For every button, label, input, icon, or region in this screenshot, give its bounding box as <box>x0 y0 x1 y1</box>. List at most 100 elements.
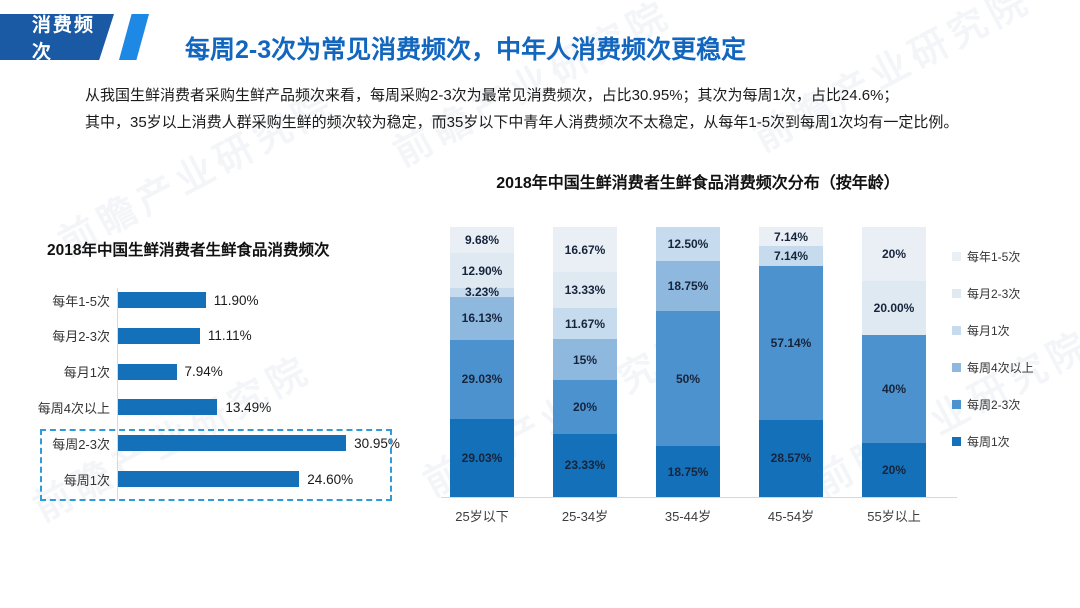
stack-segment: 18.75% <box>656 446 720 497</box>
segment-value-label: 9.68% <box>464 233 500 248</box>
legend-item: 每周1次 <box>952 435 1034 449</box>
segment-value-label: 57.14% <box>770 335 812 350</box>
segment-value-label: 3.23% <box>464 285 500 300</box>
hbar-value-label: 13.49% <box>225 399 272 415</box>
hbar-row: 每月2-3次 11.11% <box>0 327 252 344</box>
stack-column: 7.14% 7.14% 57.14% 28.57% <box>759 227 823 497</box>
segment-value-label: 20% <box>881 247 907 261</box>
watermark-text: 前瞻产业研究院 <box>747 0 1039 161</box>
segment-value-label: 7.14% <box>773 248 809 263</box>
legend-item: 每年1-5次 <box>952 250 1034 264</box>
segment-value-label: 16.13% <box>461 311 503 326</box>
hbar-value-label: 30.95% <box>354 435 400 451</box>
segment-value-label: 7.14% <box>773 229 809 244</box>
hbar-category-label: 每年1-5次 <box>52 293 110 309</box>
intro-paragraph: 从我国生鲜消费者采购生鲜产品频次来看，每周采购2-3次为最常见消费频次，占比30… <box>85 82 1060 136</box>
hbar-row: 每周2-3次 30.95% <box>0 435 400 452</box>
legend-swatch <box>952 252 961 261</box>
x-axis-label: 25-34岁 <box>561 509 609 524</box>
stack-segment: 16.13% <box>450 296 514 341</box>
hbar-bar <box>118 363 177 380</box>
segment-value-label: 15% <box>572 352 598 367</box>
stack-segment: 12.50% <box>656 227 720 261</box>
legend-label: 每年1-5次 <box>967 250 1021 264</box>
legend-label: 每月1次 <box>967 324 1010 338</box>
segment-value-label: 29.03% <box>461 372 503 387</box>
stack-column: 20% 20.00% 40% 20% <box>862 227 926 497</box>
hbar-category-label: 每周1次 <box>63 472 110 488</box>
legend-swatch <box>952 437 961 446</box>
segment-value-label: 28.57% <box>770 451 812 466</box>
stack-segment: 29.03% <box>450 340 514 419</box>
highlight-dashed-box <box>40 429 392 501</box>
hbar-value-label: 11.90% <box>213 292 259 308</box>
hbar-category-label: 每月1次 <box>63 365 110 381</box>
stack-column: 12.50% 18.75% 50% 18.75% <box>656 227 720 497</box>
stack-segment: 28.57% <box>759 419 823 497</box>
legend-swatch <box>952 363 961 372</box>
legend-item: 每周2-3次 <box>952 398 1034 412</box>
hbar-category-label: 每周4次以上 <box>37 400 110 416</box>
legend-item: 每月2-3次 <box>952 287 1034 301</box>
hbar-bar <box>118 435 347 452</box>
bar-chart-title: 2018年中国生鲜消费者生鲜食品消费频次 <box>47 242 330 259</box>
segment-value-label: 16.67% <box>564 242 606 257</box>
x-axis-label: 25岁以下 <box>455 509 509 524</box>
legend-item: 每周4次以上 <box>952 361 1034 375</box>
hbar-bar <box>118 399 218 416</box>
hbar-bar <box>118 471 300 487</box>
x-axis-label: 55岁以上 <box>867 509 921 524</box>
stack-column: 16.67% 13.33% 11.67% 15% 20% 23.33% <box>553 227 617 497</box>
stack-segment: 57.14% <box>759 265 823 420</box>
x-axis-label: 35-44岁 <box>664 509 712 524</box>
segment-value-label: 13.33% <box>564 282 606 297</box>
intro-line-2: 其中，35岁以上消费人群采购生鲜的频次较为稳定，而35岁以下中青年人消费频次不太… <box>85 114 959 131</box>
stacked-chart-x-axis-line <box>441 497 957 498</box>
stack-segment: 50% <box>656 311 720 447</box>
stack-segment: 40% <box>862 335 926 443</box>
stack-segment: 13.33% <box>553 272 617 308</box>
segment-value-label: 50% <box>675 371 701 386</box>
hbar-bar <box>118 327 200 344</box>
bar-chart-y-axis-line <box>117 288 118 500</box>
stack-segment: 23.33% <box>553 433 617 497</box>
stack-segment: 12.90% <box>450 253 514 288</box>
legend-label: 每周1次 <box>967 435 1010 449</box>
stack-segment: 18.75% <box>656 260 720 312</box>
section-badge: 消费频次 <box>0 14 114 60</box>
stacked-chart-title: 2018年中国生鲜消费者生鲜食品消费频次分布（按年龄） <box>496 175 900 192</box>
stack-segment: 16.67% <box>553 227 617 272</box>
segment-value-label: 23.33% <box>564 458 606 473</box>
intro-line-1: 从我国生鲜消费者采购生鲜产品频次来看，每周采购2-3次为最常见消费频次，占比30… <box>85 87 899 104</box>
segment-value-label: 12.50% <box>667 236 709 251</box>
segment-value-label: 20% <box>881 463 907 477</box>
segment-value-label: 18.75% <box>667 279 709 294</box>
stack-segment: 3.23% <box>450 285 514 300</box>
legend-swatch <box>952 400 961 409</box>
stack-segment: 20.00% <box>862 281 926 335</box>
hbar-category-label: 每周2-3次 <box>52 436 110 452</box>
legend-label: 每周4次以上 <box>967 361 1034 375</box>
stack-segment: 29.03% <box>450 418 514 497</box>
segment-value-label: 18.75% <box>667 464 709 479</box>
legend-label: 每周2-3次 <box>967 398 1021 412</box>
stack-segment: 20% <box>862 443 926 497</box>
stack-segment: 20% <box>862 227 926 281</box>
stack-segment: 9.68% <box>450 227 514 254</box>
stack-column: 9.68% 12.90% 3.23% 16.13% 29.03% 29.03% <box>450 227 514 497</box>
legend-swatch <box>952 326 961 335</box>
segment-value-label: 40% <box>881 382 907 396</box>
badge-accent-stripe <box>119 14 149 60</box>
hbar-value-label: 24.60% <box>307 471 354 487</box>
legend-swatch <box>952 289 961 298</box>
page-title: 每周2-3次为常见消费频次，中年人消费频次更稳定 <box>185 36 747 64</box>
hbar-row: 每年1-5次 11.90% <box>0 292 259 309</box>
segment-value-label: 29.03% <box>461 450 503 465</box>
stack-segment: 11.67% <box>553 307 617 340</box>
hbar-value-label: 11.11% <box>207 328 252 344</box>
hbar-value-label: 7.94% <box>184 364 223 380</box>
stack-segment: 7.14% <box>759 227 823 247</box>
segment-value-label: 11.67% <box>564 316 606 331</box>
segment-value-label: 20.00% <box>873 301 915 315</box>
hbar-row: 每月1次 7.94% <box>0 363 223 381</box>
